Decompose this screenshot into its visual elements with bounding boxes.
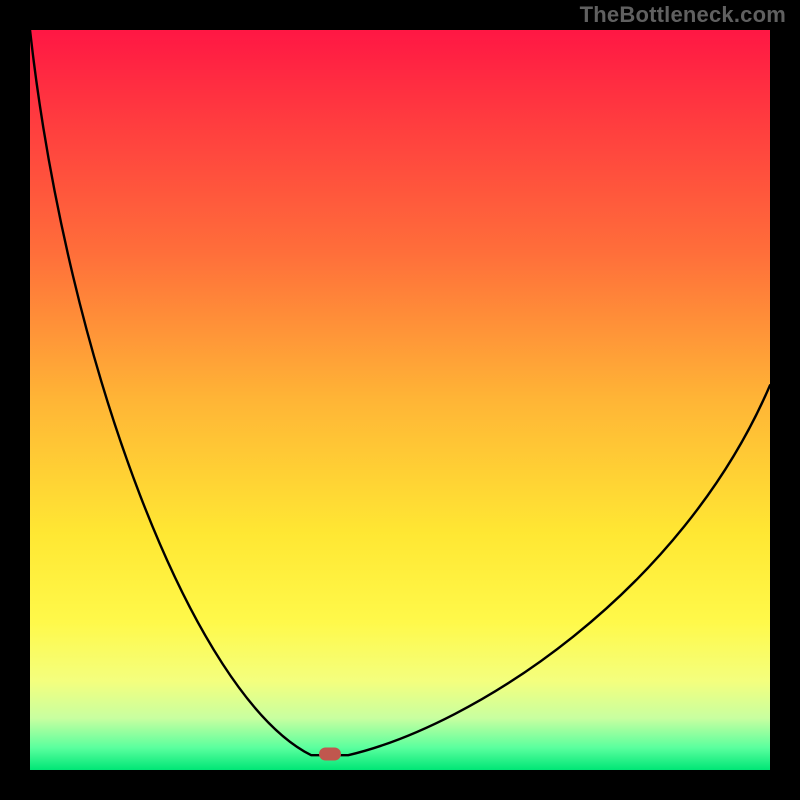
chart-frame: TheBottleneck.com xyxy=(0,0,800,800)
watermark-text: TheBottleneck.com xyxy=(580,2,786,28)
plot-area xyxy=(30,30,770,770)
min-point-marker xyxy=(319,747,341,760)
bottleneck-curve xyxy=(30,30,770,770)
